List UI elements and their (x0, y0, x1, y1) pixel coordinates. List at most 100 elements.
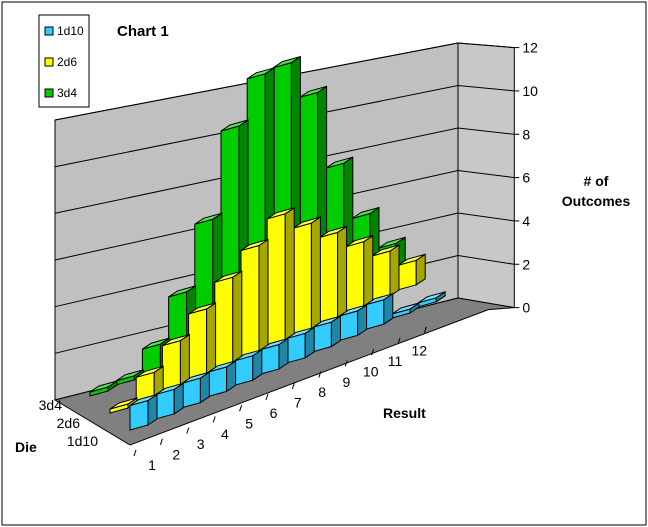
bars-layer (89, 55, 446, 431)
bar-1d10-7 (286, 326, 315, 364)
bar-top (234, 349, 263, 362)
bar-2d6-6 (240, 238, 269, 358)
x-tick-label: 8 (318, 384, 326, 400)
legend-swatch (44, 57, 54, 67)
x-tick (159, 438, 163, 445)
y-tick-label: 6 (522, 170, 530, 186)
bar-top (351, 207, 380, 219)
bar-top (168, 285, 196, 298)
bar-side (179, 333, 190, 387)
bar-top (391, 302, 420, 315)
bar-side (284, 206, 295, 342)
z-tick-label: 3d4 (39, 397, 63, 413)
x-tick (318, 371, 322, 378)
x-tick-label: 11 (388, 353, 403, 369)
bar-1d10-3 (181, 371, 210, 409)
bar-side (389, 244, 400, 297)
bar-top (377, 236, 406, 249)
bar-top (266, 207, 295, 220)
x-tick-label: 2 (172, 447, 180, 463)
bar-top (214, 270, 243, 283)
bar-top (162, 334, 190, 347)
x-axis-title: Result (383, 405, 426, 421)
bar-2d6-9 (319, 225, 348, 325)
z-tick-label: 2d6 (57, 415, 81, 431)
y-tick-label: 12 (522, 40, 538, 56)
x-tick (397, 337, 401, 345)
bar-front (292, 222, 312, 336)
bar-top (286, 326, 315, 339)
bar-top (345, 235, 374, 248)
legend: 1d10 2d6 3d4 (38, 14, 90, 108)
bar-1d10-8 (312, 315, 341, 353)
bar-top (371, 244, 400, 257)
bar-side (310, 216, 321, 331)
bar-front (371, 250, 391, 302)
x-tick (133, 449, 137, 457)
z-axis-title: Die (15, 439, 37, 455)
y-tick-label: 2 (522, 256, 530, 272)
x-tick (212, 416, 216, 423)
bar-2d6-12 (397, 253, 426, 291)
bar-top (417, 291, 446, 304)
bar-2d6-4 (188, 301, 217, 381)
x-tick-label: 5 (245, 415, 253, 431)
bar-side (206, 301, 217, 376)
bar-front (240, 244, 260, 358)
x-tick-label: 7 (294, 395, 302, 411)
bar-top (293, 216, 321, 229)
bar-front (161, 339, 181, 392)
bar-top (260, 338, 289, 350)
bar-top (319, 225, 347, 238)
bar-top (129, 394, 158, 406)
bar-2d6-10 (345, 234, 374, 313)
bar-top (246, 67, 275, 80)
gridline (54, 42, 515, 121)
y-tick-label: 8 (522, 126, 530, 142)
bar-top (208, 360, 236, 373)
bar-side (232, 270, 243, 365)
x-tick (265, 393, 269, 401)
bar-front (188, 308, 208, 381)
y-axis-title-line: # of (584, 173, 609, 189)
x-tick-label: 3 (197, 436, 205, 452)
bar-front (214, 276, 234, 369)
bar-top (365, 293, 394, 306)
bar-top (188, 302, 216, 315)
bar-2d6-7 (266, 206, 295, 347)
bar-top (313, 315, 341, 328)
x-tick-label: 1 (148, 457, 156, 473)
bar-3d4-1 (89, 380, 118, 397)
legend-label: 3d4 (57, 86, 77, 100)
legend-label: 1d10 (57, 24, 84, 38)
bar-top (240, 239, 269, 251)
side-wall (457, 42, 515, 309)
bar-top (220, 119, 249, 132)
bar-top (109, 397, 138, 410)
y-tick-label: 4 (522, 213, 530, 229)
bar-1d10-4 (208, 359, 237, 398)
x-tick (344, 360, 348, 367)
bar-top (397, 253, 426, 266)
bar-front (345, 241, 365, 313)
legend-label: 2d6 (57, 55, 77, 69)
x-tick-label: 12 (412, 343, 428, 359)
bar-3d4-2 (115, 368, 144, 386)
bar-top (194, 212, 223, 225)
bar-1d10-6 (260, 337, 289, 375)
gridline (54, 169, 515, 261)
bar-front (319, 231, 339, 325)
bar-2d6-2 (135, 365, 164, 403)
bar-top (299, 85, 327, 98)
legend-swatch (44, 26, 54, 36)
x-tick-label: 9 (343, 374, 351, 390)
bar-top (142, 337, 170, 350)
x-tick (239, 405, 243, 412)
bar-2d6-11 (371, 244, 400, 302)
x-tick-label: 10 (363, 363, 379, 379)
y-axis-title-line: Outcomes (562, 193, 631, 209)
z-tick-label: 1d10 (67, 433, 98, 449)
